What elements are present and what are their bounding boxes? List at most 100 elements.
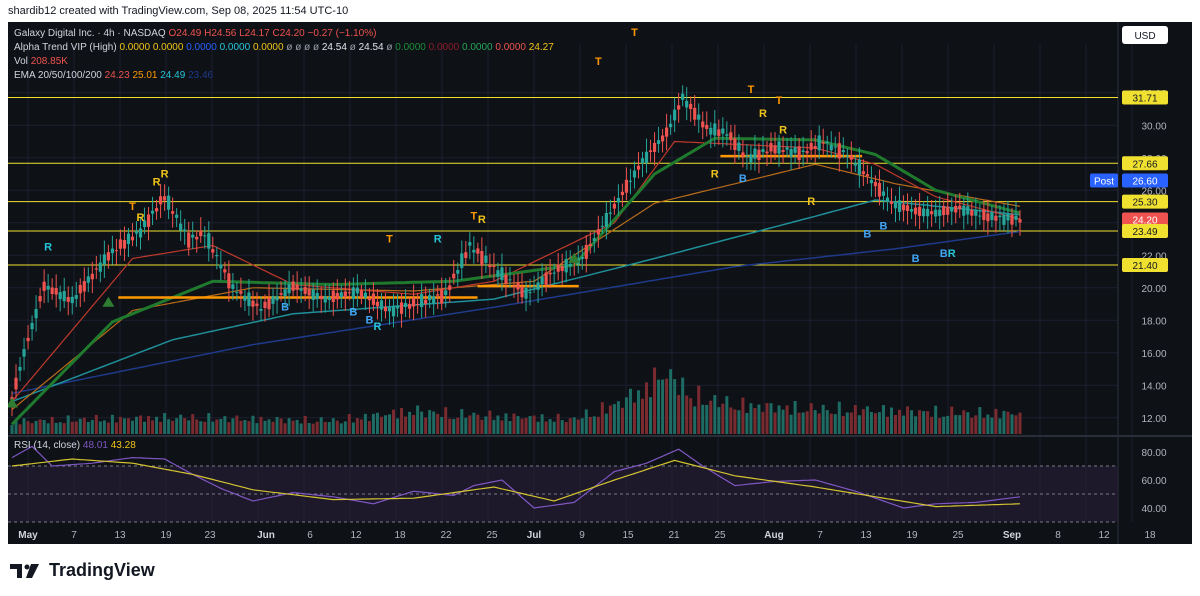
candle[interactable] (789, 137, 793, 171)
candle[interactable] (909, 196, 914, 220)
candle[interactable] (468, 232, 472, 260)
candle[interactable] (930, 199, 934, 227)
candle[interactable] (998, 204, 1002, 231)
candle[interactable] (432, 282, 436, 315)
candle[interactable] (150, 196, 155, 226)
candle[interactable] (974, 197, 978, 230)
candle[interactable] (689, 96, 693, 122)
candle[interactable] (86, 267, 90, 293)
candle[interactable] (311, 282, 315, 312)
candle[interactable] (187, 221, 191, 256)
candle[interactable] (857, 147, 861, 188)
candle[interactable] (154, 199, 159, 220)
candle[interactable] (528, 278, 532, 306)
candle[interactable] (347, 281, 351, 301)
candle[interactable] (327, 284, 331, 310)
candle[interactable] (90, 261, 94, 294)
candle[interactable] (243, 290, 247, 311)
candle[interactable] (448, 277, 452, 303)
candle[interactable] (271, 287, 275, 316)
candle[interactable] (14, 364, 18, 399)
candle[interactable] (163, 184, 167, 211)
candle[interactable] (713, 109, 717, 147)
candle[interactable] (407, 297, 412, 319)
candle[interactable] (552, 263, 556, 284)
brand-logo[interactable]: TradingView (10, 560, 155, 581)
candle[interactable] (66, 286, 70, 316)
candle[interactable] (46, 273, 50, 303)
candle[interactable] (612, 196, 616, 215)
candle[interactable] (235, 281, 239, 301)
candle[interactable] (18, 357, 22, 382)
candle[interactable] (263, 294, 267, 322)
candle[interactable] (757, 143, 761, 174)
candle[interactable] (701, 111, 705, 140)
candle[interactable] (215, 246, 219, 270)
candle[interactable] (403, 289, 408, 318)
candle[interactable] (102, 240, 106, 278)
candle[interactable] (652, 132, 657, 166)
candle[interactable] (203, 226, 207, 249)
candle[interactable] (749, 145, 753, 171)
candle[interactable] (303, 276, 307, 302)
candle[interactable] (500, 253, 504, 291)
candle[interactable] (877, 169, 882, 206)
candle[interactable] (516, 273, 520, 303)
candle[interactable] (865, 165, 869, 184)
candle[interactable] (608, 199, 612, 227)
candle[interactable] (195, 230, 199, 253)
candle[interactable] (130, 223, 135, 247)
candle[interactable] (287, 270, 291, 307)
candle[interactable] (167, 186, 171, 220)
candle[interactable] (938, 196, 942, 230)
candle[interactable] (436, 285, 440, 309)
candle[interactable] (825, 135, 829, 157)
candle[interactable] (781, 136, 785, 164)
candle[interactable] (544, 265, 548, 293)
candle[interactable] (954, 194, 958, 224)
candle[interactable] (504, 266, 508, 298)
candle[interactable] (331, 282, 335, 316)
candle[interactable] (110, 235, 114, 265)
candle[interactable] (885, 186, 890, 212)
candle[interactable] (420, 283, 424, 318)
candle[interactable] (640, 151, 645, 178)
candle[interactable] (717, 119, 721, 145)
candle[interactable] (596, 215, 600, 248)
candle[interactable] (142, 207, 147, 235)
candle[interactable] (30, 315, 34, 341)
candle[interactable] (480, 237, 484, 279)
candle[interactable] (460, 240, 464, 280)
candle[interactable] (158, 183, 163, 219)
candle[interactable] (693, 95, 697, 126)
candle[interactable] (620, 183, 625, 207)
candle[interactable] (556, 252, 560, 281)
candle[interactable] (279, 281, 283, 302)
candle[interactable] (1014, 202, 1018, 227)
candle[interactable] (934, 199, 938, 223)
candle[interactable] (259, 296, 263, 322)
candle[interactable] (231, 273, 235, 301)
candle[interactable] (440, 277, 444, 311)
candle[interactable] (82, 267, 86, 302)
candle[interactable] (62, 277, 66, 309)
candle[interactable] (512, 274, 516, 298)
candle[interactable] (223, 261, 227, 280)
candle[interactable] (777, 134, 781, 167)
candle[interactable] (660, 128, 665, 153)
candle[interactable] (339, 284, 343, 309)
candle[interactable] (54, 274, 58, 308)
candle[interactable] (741, 139, 745, 168)
candle[interactable] (122, 226, 127, 261)
candle[interactable] (355, 274, 359, 307)
candle[interactable] (251, 290, 255, 321)
candle[interactable] (1006, 200, 1010, 234)
candle[interactable] (207, 221, 211, 262)
candle[interactable] (307, 276, 311, 309)
candle[interactable] (841, 137, 845, 159)
candle[interactable] (343, 278, 347, 311)
candle[interactable] (452, 259, 456, 285)
candle[interactable] (982, 200, 986, 232)
candle[interactable] (399, 293, 404, 328)
candle[interactable] (34, 295, 38, 332)
